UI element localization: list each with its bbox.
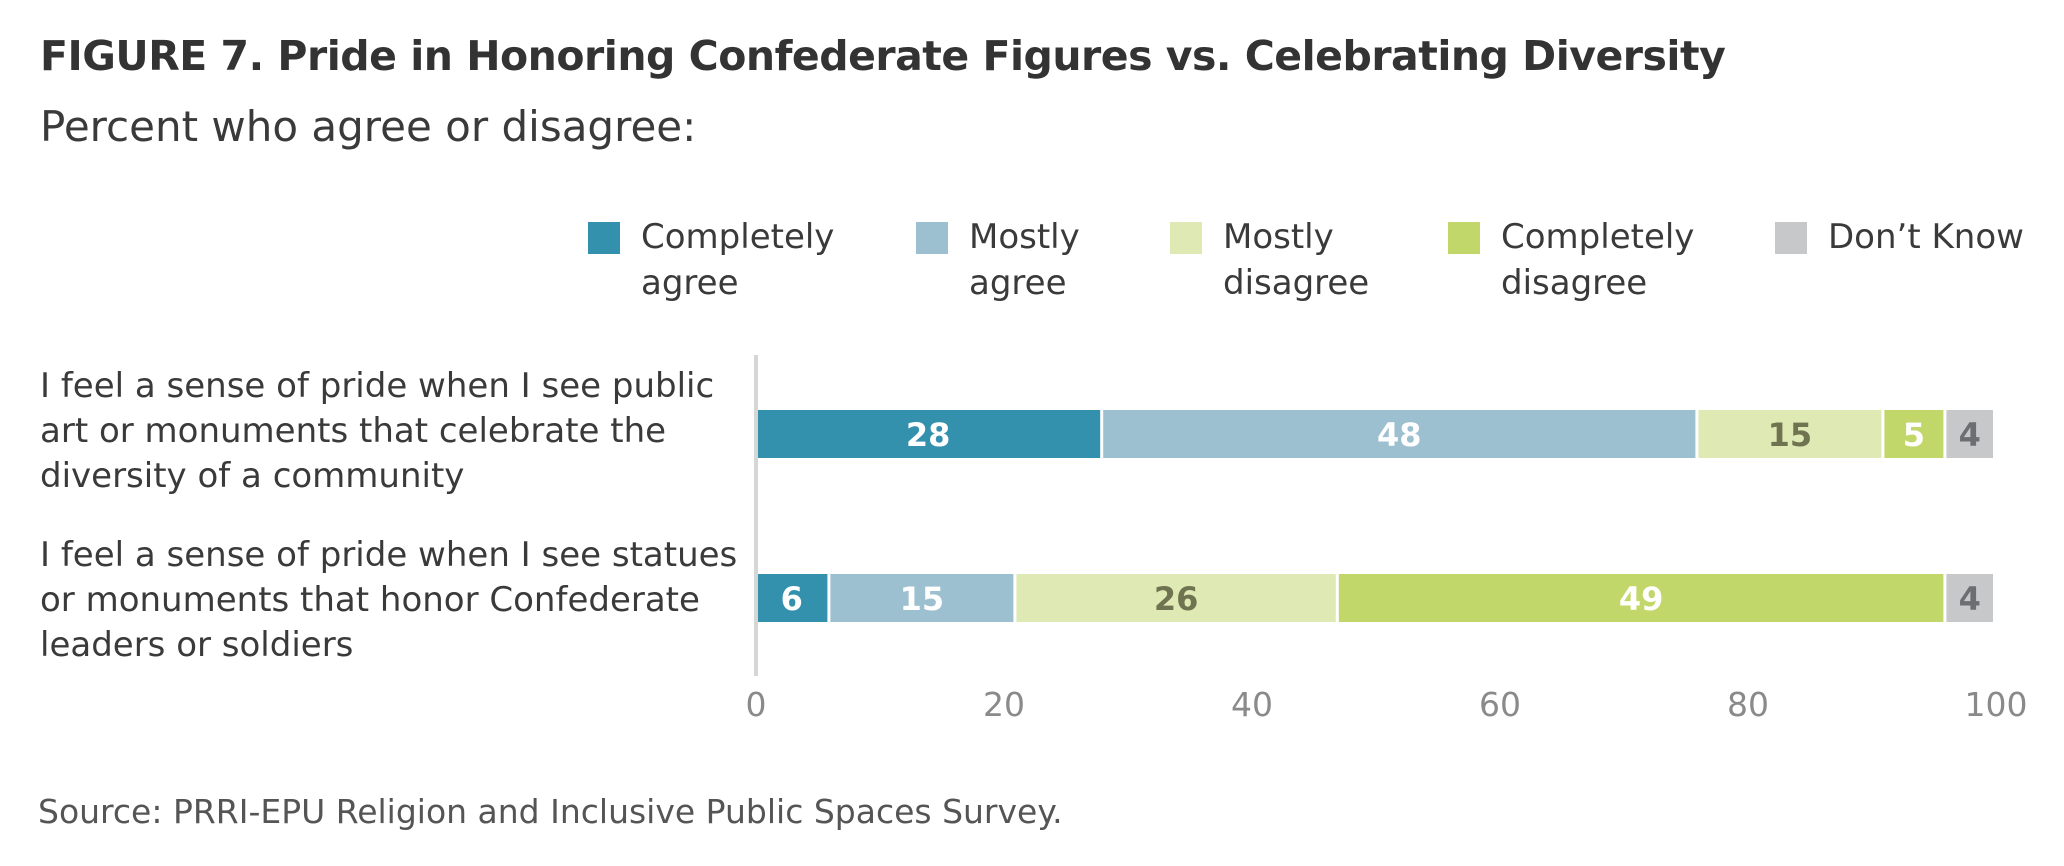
legend-label: Completely disagree	[1501, 217, 1695, 303]
x-tick-label: 40	[1231, 685, 1273, 724]
data-label: 6	[781, 580, 803, 618]
bar-completely-agree	[756, 574, 828, 622]
legend-label: Don’t Know	[1828, 217, 2024, 257]
legend-label: Completely agree	[641, 217, 835, 303]
legend-label: Mostly disagree	[1223, 217, 1370, 303]
x-tick-label: 0	[746, 685, 767, 724]
bar-dont-know	[1946, 574, 1993, 622]
bar-completely-agree	[756, 410, 1101, 458]
bar-mostly-agree	[830, 574, 1014, 622]
bar-completely-disagree	[1884, 410, 1944, 458]
x-tick-label: 20	[983, 685, 1025, 724]
legend-swatch	[1775, 222, 1807, 254]
data-label: 15	[1768, 416, 1813, 454]
chart-title: FIGURE 7. Pride in Honoring Confederate …	[40, 32, 1726, 80]
row-label-diversity: I feel a sense of pride when I see publi…	[40, 366, 715, 496]
bar-mostly-agree	[1103, 410, 1696, 458]
chart-subtitle: Percent who agree or disagree:	[40, 102, 697, 151]
data-label: 28	[906, 416, 951, 454]
bar-dont-know	[1946, 410, 1993, 458]
data-label: 5	[1903, 416, 1925, 454]
legend-swatch	[916, 222, 948, 254]
data-label: 26	[1154, 580, 1199, 618]
bar-completely-disagree	[1338, 574, 1944, 622]
bar-mostly-disagree	[1016, 574, 1336, 622]
legend-swatch	[1170, 222, 1202, 254]
data-label: 4	[1959, 416, 1981, 454]
data-label: 48	[1377, 416, 1422, 454]
bar-mostly-disagree	[1698, 410, 1882, 458]
legend-swatch	[1448, 222, 1480, 254]
row-label-confederate: I feel a sense of pride when I see statu…	[40, 535, 738, 665]
x-tick-label: 60	[1479, 685, 1521, 724]
x-tick-label: 80	[1727, 685, 1769, 724]
data-label: 4	[1959, 580, 1981, 618]
data-label: 15	[900, 580, 945, 618]
x-tick-label: 100	[1965, 685, 2028, 724]
data-label: 49	[1619, 580, 1664, 618]
source-note: Source: PRRI-EPU Religion and Inclusive …	[38, 792, 1063, 831]
legend-swatch	[588, 222, 620, 254]
legend-label: Mostly agree	[969, 217, 1080, 303]
